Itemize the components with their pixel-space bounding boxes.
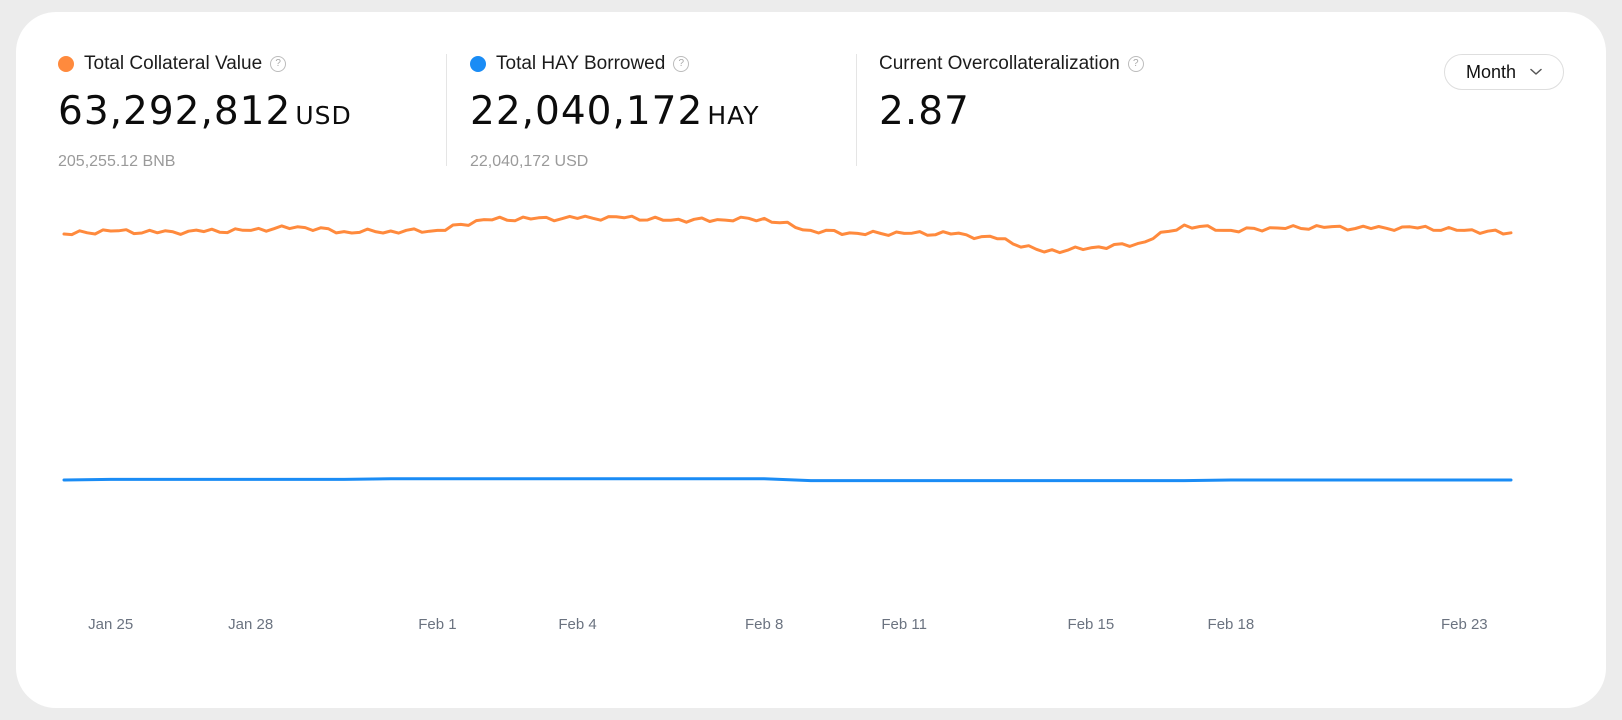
overcollateralization-header: Current Overcollateralization ? <box>879 53 1144 75</box>
question-circle-icon[interactable]: ? <box>673 56 690 72</box>
borrowed-value-row: 22,040,172 HAY <box>470 89 760 134</box>
x-tick-label: Feb 1 <box>418 616 456 633</box>
line-chart: Jan 25 Jan 28 Feb 1 Feb 4 Feb 8 Feb 11 Feb 15 F… <box>62 214 1513 633</box>
borrowed-legend-dot <box>470 56 486 72</box>
x-tick-label: Feb 18 <box>1208 616 1255 633</box>
overcollateralization-title: Current Overcollateralization <box>879 53 1120 74</box>
collateral-legend-dot <box>58 56 74 72</box>
borrowed-sub-value: 22,040,172 USD <box>470 153 589 170</box>
overcollateralization-value-row: 2.87 <box>879 89 970 134</box>
question-circle-icon[interactable]: ? <box>270 56 287 72</box>
collateral-header: Total Collateral Value ? <box>58 53 287 75</box>
question-circle-icon[interactable]: ? <box>1127 56 1144 72</box>
x-tick-label: Jan 28 <box>228 616 273 633</box>
x-tick-label: Feb 8 <box>745 616 783 633</box>
x-tick-label: Feb 15 <box>1068 616 1115 633</box>
series-line <box>62 214 1513 255</box>
collateral-sub-value: 205,255.12 BNB <box>58 153 176 170</box>
stat-divider <box>446 54 447 166</box>
collateral-value: 63,292,812 <box>58 89 292 134</box>
x-tick-label: Feb 23 <box>1441 616 1488 633</box>
collateral-unit: USD <box>295 101 352 130</box>
period-select-label: Month <box>1465 61 1517 82</box>
x-tick-label: Jan 25 <box>88 616 133 633</box>
stats-card: Total Collateral Value ? 63,292,812 USD 2… <box>16 12 1606 708</box>
collateral-title: Total Collateral Value <box>84 53 263 74</box>
borrowed-value: 22,040,172 <box>470 89 704 134</box>
x-tick-label: Feb 4 <box>558 616 596 633</box>
borrowed-header: Total HAY Borrowed ? <box>470 53 690 75</box>
chevron-down-icon <box>1530 68 1542 75</box>
x-tick-label: Feb 11 <box>881 616 927 633</box>
borrowed-unit: HAY <box>707 101 760 130</box>
period-select[interactable]: Month <box>1444 54 1564 90</box>
series-line <box>62 477 1513 483</box>
stat-divider <box>856 54 857 166</box>
overcollateralization-value: 2.87 <box>879 89 970 134</box>
collateral-value-row: 63,292,812 USD <box>58 89 352 134</box>
borrowed-title: Total HAY Borrowed <box>496 53 666 74</box>
